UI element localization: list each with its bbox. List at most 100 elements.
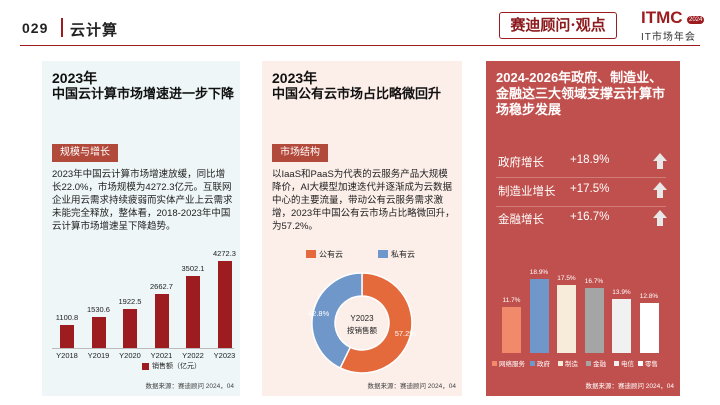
bar-value-label: 18.9%: [529, 269, 549, 277]
arrow-up-icon: [653, 210, 667, 226]
bar-制造: [557, 284, 576, 353]
bar-政府: [529, 279, 549, 353]
x-tick-label: Y2022: [182, 351, 204, 360]
bar-y2022: [186, 276, 200, 348]
panel1-heading: 中国云计算市场增速进一步下降: [52, 86, 235, 101]
bar-value-label: 16.7%: [584, 277, 604, 285]
bar-value-label: 13.9%: [612, 288, 631, 296]
donut-value-label: 42.8%: [308, 309, 330, 318]
x-tick-label: Y2023: [213, 351, 236, 360]
bar-y2018: [60, 325, 74, 348]
panel-industry-growth: 2024-2026年政府、制造业、金融这三大领域支撑云计算市场稳步发展 政府增长…: [486, 61, 680, 396]
legend-swatch: [586, 361, 591, 366]
panel1-year: 2023年: [52, 70, 98, 86]
bar-value-label: 2662.7: [150, 281, 173, 291]
legend-label: 政府: [537, 361, 550, 368]
stat-divider: [496, 206, 666, 207]
panel1-text: 2023年中国云计算市场增速放缓，同比增长22.0%，市场规模为4272.3亿元…: [52, 169, 233, 232]
legend-item: 制造: [558, 358, 578, 368]
header-divider: [61, 18, 63, 37]
panel2-title: 2023年 中国公有云市场占比略微回升: [272, 70, 441, 102]
page-number: 029: [22, 20, 49, 36]
panel1-source: 数据来源：赛迪顾问 2024，04: [145, 383, 235, 390]
legend-swatch: [638, 361, 643, 366]
panel3-title: 2024-2026年政府、制造业、金融这三大领域支撑云计算市场稳步发展: [496, 70, 666, 117]
bar-网络服务: [502, 307, 521, 353]
bar-value-label: 3502.1: [181, 264, 205, 274]
bar-y2019: [91, 316, 106, 348]
legend-swatch: [142, 362, 149, 370]
panel1-title: 2023年 中国云计算市场增速进一步下降: [52, 70, 234, 102]
donut-slice-public: [339, 272, 413, 374]
legend-item: 电信: [614, 358, 634, 368]
bar-value-label: 12.8%: [639, 293, 659, 301]
arrow-up-icon: [653, 182, 667, 198]
legend-swatch: [492, 361, 497, 366]
legend-swatch: [530, 361, 535, 366]
panel2-heading: 中国公有云市场占比略微回升: [272, 86, 442, 101]
chart1-axis: [52, 348, 234, 349]
stat-label: 政府增长: [498, 157, 544, 169]
chart1-legend-label: 销售额（亿元）: [152, 363, 201, 370]
stat-government: 政府增长 +18.9%: [498, 153, 668, 172]
donut-value-label: 57.2%: [395, 329, 417, 338]
donut-center-year: Y2023: [350, 314, 374, 323]
legend-public-label: 公有云: [319, 250, 343, 259]
arrow-up-icon: [653, 153, 667, 169]
bar-value-label: 11.7%: [502, 297, 521, 305]
stat-divider: [496, 177, 666, 178]
x-tick-label: Y2020: [119, 351, 141, 360]
legend-item: 零售: [638, 358, 658, 368]
itmc-logo: ITMC: [641, 8, 683, 27]
legend-item: 政府: [530, 358, 550, 368]
bar-y2023: [217, 260, 232, 348]
panel2-tag: 市场结构: [272, 144, 328, 162]
legend-private-label: 私有云: [391, 250, 415, 259]
stat-value: +18.9%: [570, 154, 610, 166]
x-tick-label: Y2018: [56, 351, 78, 360]
header-rule: [20, 45, 700, 46]
stat-label: 金融增长: [498, 214, 544, 226]
legend-private-cloud: 私有云: [378, 249, 415, 260]
stat-label: 制造业增长: [498, 186, 556, 198]
viewpoint-badge: 赛迪顾问·观点: [499, 12, 617, 39]
donut-slice-private: [311, 272, 363, 369]
legend-item: 网络服务: [492, 358, 525, 368]
panel2-source: 数据来源：赛迪顾问 2024，04: [367, 383, 457, 390]
legend-label: 电信: [621, 361, 634, 368]
donut-center-caption: 按销售额: [347, 325, 377, 335]
stat-manufacturing: 制造业增长 +17.5%: [498, 182, 668, 201]
legend-item: 金融: [586, 358, 606, 368]
legend-label: 网络服务: [499, 361, 525, 368]
bar-value-label: 1922.5: [118, 296, 142, 306]
bar-y2021: [154, 293, 169, 348]
section-title: 云计算: [70, 21, 119, 39]
itmc-logo-subtitle: IT市场年会: [641, 32, 696, 43]
panel1-tag: 规模与增长: [52, 144, 118, 162]
bar-零售: [639, 303, 659, 353]
bar-y2020: [123, 308, 137, 348]
bar-value-label: 1530.6: [87, 304, 110, 314]
legend-swatch: [614, 361, 619, 366]
x-tick-label: Y2021: [150, 351, 173, 360]
legend-swatch: [558, 361, 563, 366]
panel-market-structure: 2023年 中国公有云市场占比略微回升 市场结构 以IaaS和PaaS为代表的云…: [262, 61, 462, 396]
x-tick-label: Y2019: [87, 351, 110, 360]
panel2-text: 以IaaS和PaaS为代表的云服务产品大规模降价，AI大模型加速迭代并逐渐成为云…: [272, 169, 455, 232]
legend-label: 制造: [565, 361, 578, 368]
chart1-legend: 销售额（亿元）: [142, 361, 201, 371]
itmc-logo-year: 2024: [687, 16, 705, 24]
panel3-source: 数据来源：赛迪顾问 2024，04: [585, 383, 675, 390]
stat-finance: 金融增长 +16.7%: [498, 210, 668, 229]
bar-value-label: 17.5%: [557, 274, 576, 282]
legend-public-cloud: 公有云: [306, 249, 343, 260]
stat-value: +17.5%: [570, 183, 610, 195]
bar-金融: [584, 287, 604, 353]
cloud-share-donut: 57.2% 42.8% Y2023 按销售额: [308, 272, 417, 374]
legend-swatch-public: [306, 250, 316, 258]
bar-value-label: 1100.8: [55, 313, 79, 323]
bar-value-label: 4272.3: [213, 248, 236, 258]
bar-电信: [612, 298, 631, 353]
legend-label: 零售: [645, 361, 658, 368]
panel2-year: 2023年: [272, 70, 318, 86]
